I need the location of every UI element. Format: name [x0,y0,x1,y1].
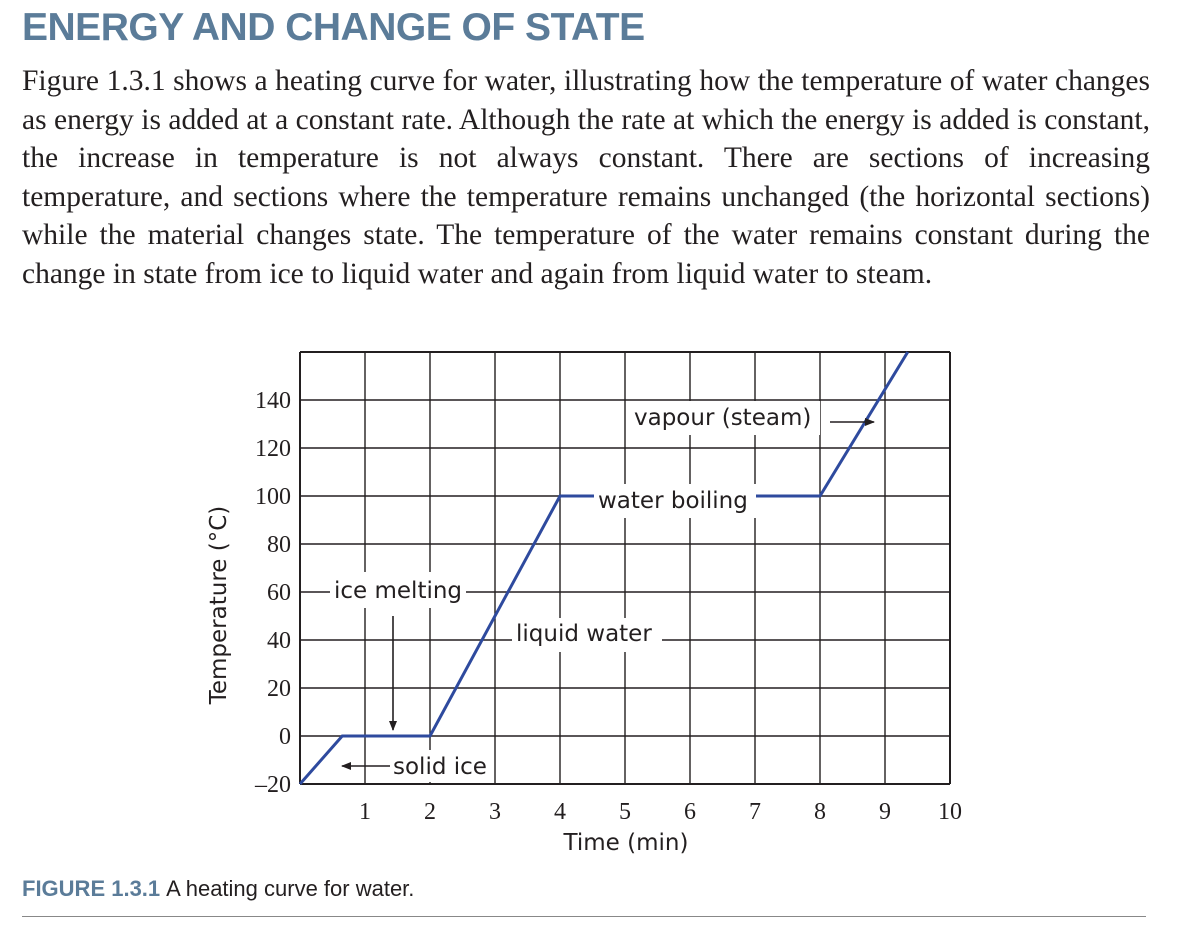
y-tick-label: 80 [267,532,291,558]
ice-melting-label-bg [330,572,466,608]
vapour-label: vapour (steam) [634,405,811,431]
x-tick-label: 7 [749,799,761,825]
x-tick-label: 4 [554,799,566,825]
y-tick-label: 0 [279,724,291,750]
x-tick-label: 5 [619,799,631,825]
x-tick-label: 6 [684,799,696,825]
y-tick-label: 140 [255,388,291,414]
body-paragraph: Figure 1.3.1 shows a heating curve for w… [22,65,1150,290]
y-tick-label: 40 [267,628,291,654]
x-tick-label: 3 [489,799,501,825]
figure-caption-text: A heating curve for water. [166,876,415,901]
water-boiling-label-bg [594,484,756,518]
solid-ice-label-bg [390,750,488,782]
liquid-water-label: liquid water [516,621,652,647]
ice-melting-label: ice melting [334,578,462,604]
x-axis-label: Time (min) [563,830,689,856]
x-tick-label: 1 [359,799,371,825]
tick-labels: 1 2 3 4 5 6 7 8 9 10 –20 0 20 40 60 80 100 120 140 [254,388,962,825]
bottom-rule [22,916,1146,917]
water-boiling-label: water boiling [598,488,748,514]
annotations: ice melting solid ice liquid water water… [330,401,875,782]
heating-curve-line [298,351,910,785]
x-tick-label: 10 [938,799,962,825]
chart-grid [299,351,951,785]
y-tick-label: 120 [255,436,291,462]
liquid-water-label-bg [512,618,662,652]
section-heading: ENERGY AND CHANGE OF STATE [22,6,645,49]
y-tick-label: 100 [255,484,291,510]
y-axis-label: Temperature (°C) [206,506,232,706]
figure-caption: FIGURE 1.3.1 A heating curve for water. [22,876,414,902]
x-tick-label: 2 [424,799,436,825]
heating-curve-chart: 1 2 3 4 5 6 7 8 9 10 –20 0 20 40 60 80 100 120 140 ice mel… [206,351,962,856]
x-tick-label: 8 [814,799,826,825]
vapour-label-bg [630,401,820,435]
figure-caption-label: FIGURE 1.3.1 [22,876,161,901]
solid-ice-label: solid ice [393,754,487,780]
x-tick-label: 9 [879,799,891,825]
y-tick-label: 60 [267,580,291,606]
y-tick-label: 20 [267,676,291,702]
y-tick-label: –20 [254,772,291,798]
